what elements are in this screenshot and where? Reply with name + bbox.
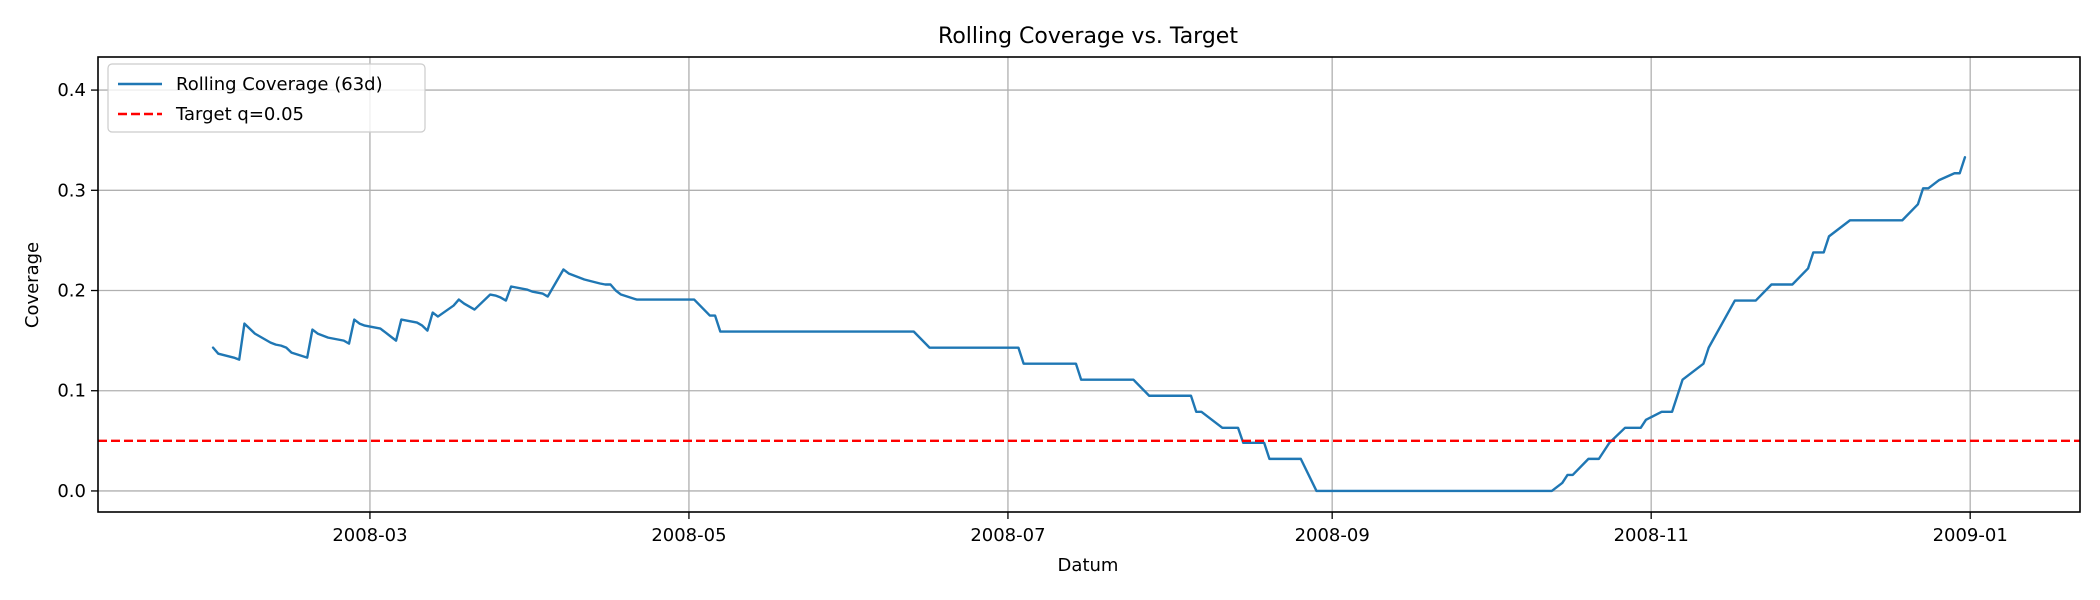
y-tick-label: 0.3 [57, 180, 86, 201]
y-tick-label: 0.0 [57, 481, 86, 502]
legend-box [107, 63, 426, 133]
x-tick-label: 2009-01 [1933, 525, 2008, 546]
chart-title: Rolling Coverage vs. Target [938, 24, 1238, 49]
x-tick-label: 2008-07 [970, 525, 1045, 546]
x-tick-label: 2008-05 [651, 525, 726, 546]
data-layer [98, 156, 2080, 493]
grid-layer [98, 57, 2080, 512]
y-tick-label: 0.1 [57, 381, 86, 402]
x-tick-label: 2008-03 [332, 525, 407, 546]
x-axis: 2008-03 2008-05 2008-07 2008-09 2008-11 2009-… [332, 512, 2008, 546]
plot-frame [97, 56, 2081, 513]
y-tick-label: 0.4 [57, 80, 86, 101]
legend-label-target: Target q=0.05 [175, 104, 304, 125]
legend-label-coverage: Rolling Coverage (63d) [176, 74, 383, 95]
y-axis: 0.0 0.1 0.2 0.3 0.4 [57, 80, 98, 502]
y-tick-label: 0.2 [57, 281, 86, 302]
series-line-rolling-coverage [211, 156, 1967, 493]
legend: Rolling Coverage (63d) Target q=0.05 [107, 63, 426, 133]
x-tick-label: 2008-09 [1295, 525, 1370, 546]
x-tick-label: 2008-11 [1614, 525, 1689, 546]
y-axis-label: Coverage [22, 242, 43, 328]
x-axis-label: Datum [1058, 555, 1119, 576]
